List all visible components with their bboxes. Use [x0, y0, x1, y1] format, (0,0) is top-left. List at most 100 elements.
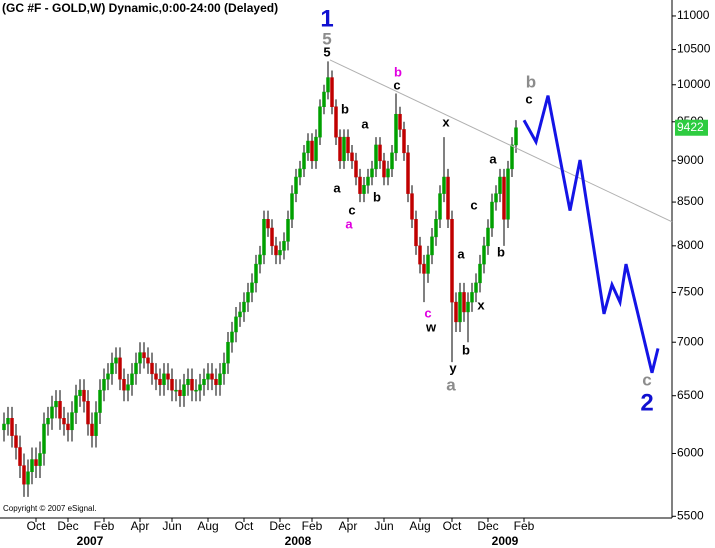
wave-label: a [345, 216, 353, 231]
wave-label: y [449, 360, 457, 375]
candle-body [254, 263, 258, 284]
projection-line [522, 95, 660, 374]
candle-body [390, 152, 394, 170]
wave-label: x [477, 298, 485, 313]
candle-body [470, 292, 474, 303]
candle-body [78, 389, 82, 396]
candle-body [182, 384, 186, 396]
candle-body [438, 193, 442, 220]
candle-body [238, 311, 242, 318]
candle-body [458, 292, 462, 323]
candle-body [146, 357, 150, 364]
candle-body [202, 378, 206, 385]
x-tick-label: Apr [339, 519, 358, 533]
wave-label: b [341, 101, 349, 116]
year-label: 2008 [285, 534, 312, 548]
candle-body [66, 423, 70, 431]
candle-body [258, 254, 262, 265]
wave-label: 5 [323, 44, 330, 59]
candle-body [270, 227, 274, 247]
candle-body [366, 176, 370, 186]
x-tick-label: Oct [443, 519, 462, 533]
candle-body [2, 423, 6, 431]
x-tick-label: Jun [374, 519, 393, 533]
candle-body [266, 219, 270, 229]
wave-label: a [446, 376, 456, 395]
candle-body [86, 401, 90, 425]
candle-body [486, 227, 490, 247]
candle-body [382, 160, 386, 178]
wave-label: c [348, 202, 355, 217]
candle-body [226, 341, 230, 364]
candle-body [26, 471, 30, 485]
y-tick-label: 6000 [677, 446, 704, 460]
candle-body [62, 418, 66, 425]
candle-body [154, 373, 158, 380]
candle-body [210, 373, 214, 380]
x-tick-label: Dec [477, 519, 498, 533]
candle-body [234, 316, 238, 333]
copyright: Copyright © 2007 eSignal. [3, 504, 97, 513]
candle-body [350, 152, 354, 162]
candle-body [322, 91, 326, 107]
y-tick-label: 10500 [677, 42, 711, 56]
last-price-label: 9422 [677, 120, 704, 134]
candle-body [106, 373, 110, 380]
candle-body [122, 378, 126, 391]
candle-body [426, 254, 430, 274]
y-tick-label: 7000 [677, 334, 704, 348]
year-label: 2009 [492, 534, 519, 548]
wave-label: a [489, 151, 497, 166]
candle-body [90, 423, 94, 436]
wave-label: 1 [320, 5, 333, 32]
candle-body [406, 152, 410, 194]
y-tick-label: 6500 [677, 388, 704, 402]
candle-body [498, 176, 502, 194]
y-tick-label: 10000 [677, 77, 711, 91]
x-tick-label: Dec [57, 519, 78, 533]
candle-body [430, 236, 434, 256]
x-tick-label: Jun [162, 519, 181, 533]
candle-body [274, 245, 278, 256]
wave-label: b [526, 72, 536, 91]
candle-body [330, 77, 334, 107]
candle-body [134, 362, 138, 375]
candle-body [94, 412, 98, 436]
candle-body [246, 292, 250, 303]
candle-body [362, 185, 366, 194]
candle-body [314, 136, 318, 162]
wave-label: c [470, 198, 477, 213]
x-tick-label: Oct [235, 519, 254, 533]
candle-body [326, 77, 330, 93]
candle-body [306, 140, 310, 154]
candle-body [38, 453, 42, 466]
y-tick-label: 11000 [677, 8, 710, 22]
wave-label: b [394, 64, 402, 79]
candle-body [418, 245, 422, 265]
candle-body [370, 168, 374, 178]
candle-body [474, 282, 478, 293]
candle-body [510, 144, 514, 170]
wave-label: w [425, 319, 437, 334]
candle-body [166, 373, 170, 380]
chart-title: (GC #F - GOLD,W) Dynamic,0:00-24:00 (Del… [2, 1, 278, 15]
candle-body [242, 301, 246, 313]
candle-body [50, 406, 54, 419]
candle-body [282, 241, 286, 251]
y-tick-label: 7500 [677, 285, 704, 299]
candle-body [138, 352, 142, 364]
last-price-box [675, 119, 708, 136]
candle-body [130, 373, 134, 385]
candle-body [502, 176, 506, 220]
candle-body [358, 176, 362, 194]
wave-label: x [442, 114, 450, 129]
wave-label: a [457, 247, 465, 262]
candle-body [450, 219, 454, 303]
candle-body [70, 412, 74, 431]
candle-body [446, 176, 450, 220]
wave-label: b [462, 342, 470, 357]
candle-body [150, 362, 154, 375]
candle-body [110, 362, 114, 375]
